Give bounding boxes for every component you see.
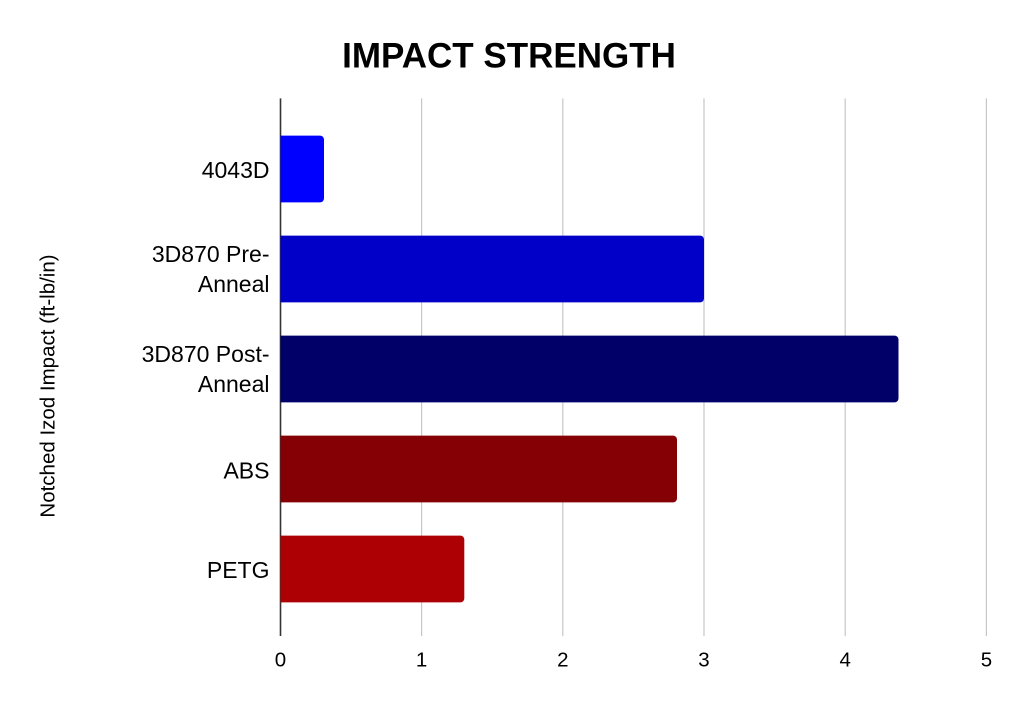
svg-text:Anneal: Anneal [198,271,270,297]
svg-text:ABS: ABS [223,458,269,484]
svg-text:3: 3 [698,649,709,672]
svg-text:3D870 Post-: 3D870 Post- [142,341,270,367]
svg-text:IMPACT STRENGTH: IMPACT STRENGTH [342,37,676,76]
svg-text:4043D: 4043D [202,157,270,183]
svg-text:PETG: PETG [207,557,270,583]
svg-text:2: 2 [557,649,568,672]
svg-text:5: 5 [981,649,992,672]
svg-text:Notched Izod Impact (ft-lb/in): Notched Izod Impact (ft-lb/in) [37,254,60,517]
svg-text:4: 4 [839,649,850,672]
svg-text:1: 1 [416,649,427,672]
svg-text:Anneal: Anneal [198,371,270,397]
svg-text:0: 0 [275,649,286,672]
svg-text:3D870 Pre-: 3D870 Pre- [152,241,270,267]
